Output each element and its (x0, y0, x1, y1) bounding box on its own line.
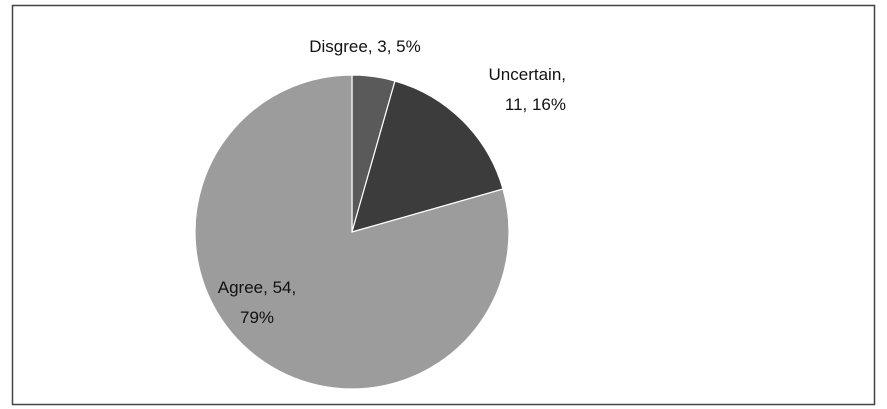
chart-border (11, 4, 876, 406)
data-label: Agree, 54, 79% (217, 278, 297, 327)
data-label: Uncertain, 11, 16% (488, 65, 566, 114)
pie-slice (194, 74, 510, 390)
pie-slice (351, 80, 504, 233)
data-label: Disgree, 3, 5% (309, 37, 421, 56)
